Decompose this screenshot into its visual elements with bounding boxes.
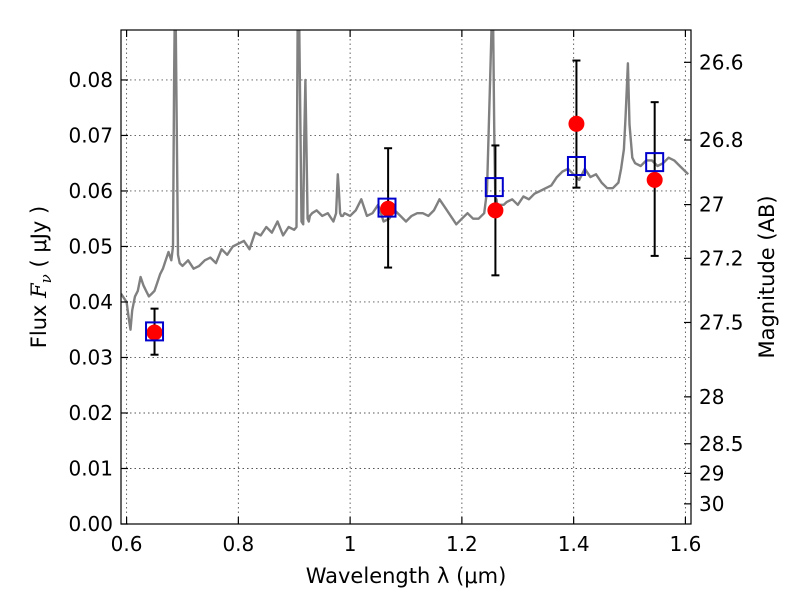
x-tick-label: 0.8 <box>222 532 254 556</box>
plot-background <box>121 30 691 524</box>
y-tick-label: 0.01 <box>68 456 113 480</box>
observed-point <box>487 202 504 219</box>
observed-point <box>146 324 163 341</box>
observed-points <box>146 115 663 341</box>
right-tick-label: 27 <box>699 193 724 217</box>
observed-point <box>568 115 585 132</box>
right-tick-label: 26.6 <box>699 50 744 74</box>
x-tick-label: 0.6 <box>111 532 143 556</box>
model-point <box>484 177 504 198</box>
right-tick-label: 28 <box>699 385 724 409</box>
x-tick-label: 1.2 <box>446 532 478 556</box>
x-tick-label: 1.4 <box>558 532 590 556</box>
y-tick-label: 0.05 <box>68 234 113 258</box>
right-tick-label: 26.8 <box>699 128 744 152</box>
y-tick-label: 0.04 <box>68 290 113 314</box>
right-tick-label: 28.5 <box>699 432 744 456</box>
plot-frame <box>120 29 692 525</box>
right-tick-label: 30 <box>699 492 724 516</box>
y-tick-label: 0.07 <box>68 123 113 147</box>
model-point <box>377 197 397 218</box>
right-axis-label: Magnitude (AB) <box>755 195 779 358</box>
right-tick-label: 27.5 <box>699 310 744 334</box>
y-tick-label: 0.00 <box>68 512 113 536</box>
y-tick-label: 0.08 <box>68 68 113 92</box>
model-point <box>645 152 665 173</box>
y-axis-ticks: 0.00 0.01 0.02 0.03 0.04 0.05 0.06 0.07 0.08 <box>68 68 128 536</box>
model-point <box>145 321 165 342</box>
right-tick-label: 29 <box>699 461 724 485</box>
right-axis-ticks: 26.6 26.8 27 27.2 27.5 28 28.5 29 30 <box>684 50 744 516</box>
y-tick-label: 0.03 <box>68 345 113 369</box>
y-axis-label: Flux Fν ( μJy ) <box>27 206 55 348</box>
observed-point <box>646 171 663 188</box>
x-axis-ticks: 0.6 0.8 1 1.2 1.4 1.6 <box>111 30 702 556</box>
x-tick-label: 1.6 <box>670 532 702 556</box>
model-points <box>145 152 665 342</box>
model-point <box>566 155 586 176</box>
y-tick-label: 0.06 <box>68 179 113 203</box>
x-axis-label: Wavelength λ (μm) <box>306 564 507 588</box>
right-tick-label: 27.2 <box>699 246 744 270</box>
spectrum-line <box>121 30 690 331</box>
x-tick-label: 1 <box>344 532 357 556</box>
observed-point <box>380 200 397 217</box>
y-tick-label: 0.02 <box>68 401 113 425</box>
